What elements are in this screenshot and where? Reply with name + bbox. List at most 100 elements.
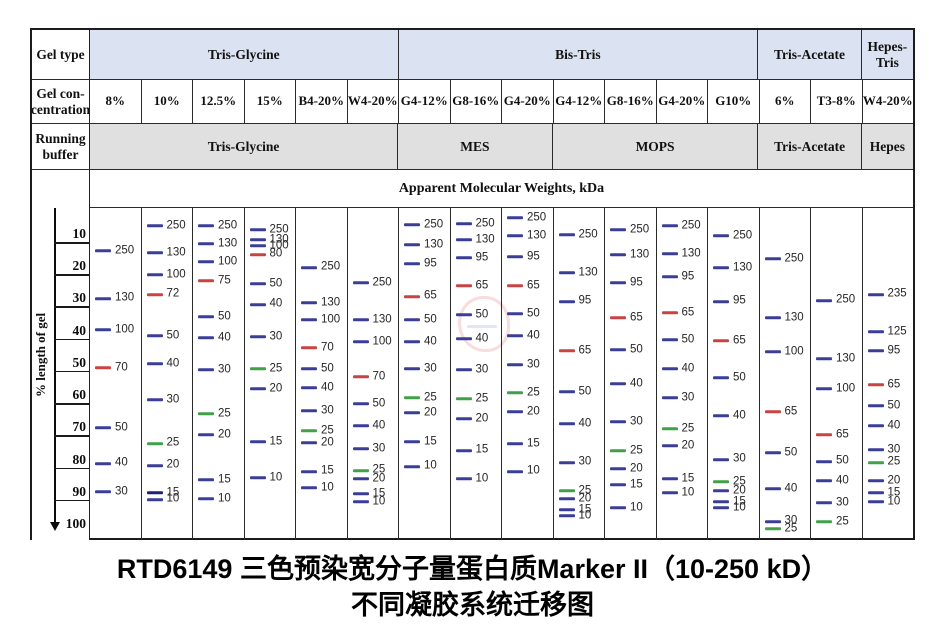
band-dash bbox=[146, 251, 163, 255]
band-kda-label: 20 bbox=[218, 428, 231, 440]
band-dash bbox=[198, 336, 214, 340]
band-dash bbox=[507, 216, 523, 220]
band-dash bbox=[507, 284, 523, 288]
band-dash bbox=[404, 340, 420, 344]
band-dash bbox=[352, 492, 369, 496]
band-dash bbox=[404, 223, 420, 227]
band-40kda: 40 bbox=[296, 382, 347, 394]
band-75kda: 75 bbox=[193, 274, 244, 287]
band-15kda: 15 bbox=[348, 488, 399, 500]
band-30kda: 30 bbox=[193, 364, 244, 376]
band-dash bbox=[558, 508, 575, 512]
band-dash bbox=[455, 448, 472, 452]
band-kda-label: 20 bbox=[166, 458, 180, 471]
band-dash bbox=[249, 335, 266, 339]
band-dash bbox=[249, 387, 266, 391]
band-dash bbox=[455, 368, 472, 372]
band-kda-label: 80 bbox=[269, 247, 283, 260]
band-10kda: 10 bbox=[657, 487, 708, 499]
band-dash bbox=[146, 497, 163, 501]
band-20kda: 20 bbox=[605, 462, 656, 475]
band-95kda: 95 bbox=[657, 270, 708, 283]
band-30kda: 30 bbox=[451, 364, 502, 376]
band-25kda: 25 bbox=[451, 393, 502, 405]
band-kda-label: 40 bbox=[733, 409, 746, 422]
lane-1-tris-glycine-8: 250 130 100 70 50 40 30 bbox=[90, 208, 142, 540]
band-dash bbox=[455, 238, 472, 242]
band-15kda: 15 bbox=[399, 435, 450, 448]
band-40kda: 40 bbox=[348, 420, 399, 432]
band-kda-label: 20 bbox=[269, 382, 283, 395]
band-dash bbox=[558, 233, 575, 237]
band-dash bbox=[146, 362, 163, 366]
band-dash bbox=[455, 397, 472, 401]
band-dash bbox=[507, 255, 523, 259]
band-kda-label: 10 bbox=[269, 471, 283, 484]
concentration-cell-7: G4-12% bbox=[399, 80, 451, 123]
band-dash bbox=[404, 318, 420, 322]
band-95kda: 95 bbox=[554, 295, 605, 308]
band-kda-label: 30 bbox=[218, 363, 231, 376]
band-25kda: 25 bbox=[605, 444, 656, 457]
band-dash bbox=[558, 497, 575, 501]
lane-6-tris-glycine-w4-20: 250 130 100 70 50 40 30 25 20 15 10 bbox=[348, 208, 399, 540]
y-tick-line-20 bbox=[54, 274, 89, 276]
band-100kda: 100 bbox=[90, 324, 141, 336]
band-dash bbox=[404, 464, 420, 468]
band-20kda: 20 bbox=[348, 473, 399, 485]
band-dash bbox=[661, 338, 678, 342]
band-kda-label: 25 bbox=[887, 455, 901, 468]
band-dash bbox=[404, 262, 420, 266]
band-dash bbox=[713, 266, 729, 270]
band-kda-label: 72 bbox=[166, 287, 180, 300]
band-dash bbox=[610, 420, 626, 424]
band-kda-label: 250 bbox=[836, 293, 856, 306]
row-header-running-buffer: Running buffer bbox=[32, 124, 90, 169]
band-kda-label: 100 bbox=[784, 345, 804, 358]
band-40kda: 40 bbox=[245, 298, 296, 311]
row-header-gel-concentration: Gel con- centration bbox=[31, 80, 90, 123]
band-30kda: 30 bbox=[760, 515, 811, 528]
band-kda-label: 30 bbox=[269, 330, 283, 343]
band-dash bbox=[404, 367, 420, 371]
band-65kda: 65 bbox=[399, 290, 450, 303]
band-kda-label: 20 bbox=[887, 474, 901, 487]
band-dash bbox=[95, 461, 111, 465]
band-40kda: 40 bbox=[554, 418, 605, 430]
plot-area: Apparent Molecular Weights, kDa 250 130 10… bbox=[90, 170, 913, 540]
concentration-cell-12: G4-20% bbox=[656, 80, 708, 123]
lane-9-mes-g4-20: 250 130 95 65 50 40 30 25 20 15 10 bbox=[502, 208, 554, 540]
band-dash bbox=[352, 281, 369, 285]
band-dash bbox=[198, 260, 214, 264]
band-dash bbox=[146, 441, 163, 445]
band-kda-label: 50 bbox=[527, 307, 540, 320]
y-axis: % length of gel 10 20 30 40 50 60 70 80 90 100 bbox=[32, 170, 90, 540]
band-kda-label: 20 bbox=[681, 438, 695, 451]
band-15kda: 15 bbox=[296, 465, 347, 478]
band-kda-label: 15 bbox=[733, 495, 746, 508]
band-kda-label: 250 bbox=[630, 223, 650, 236]
y-tick-label-10: 10 bbox=[72, 226, 87, 241]
band-dash bbox=[764, 350, 781, 354]
band-kda-label: 40 bbox=[475, 332, 489, 345]
band-15kda: 15 bbox=[142, 487, 193, 499]
band-kda-label: 30 bbox=[836, 496, 849, 509]
band-70kda: 70 bbox=[296, 342, 347, 354]
band-30kda: 30 bbox=[142, 394, 193, 406]
band-kda-label: 30 bbox=[166, 393, 180, 406]
band-40kda: 40 bbox=[811, 475, 862, 487]
band-kda-label: 40 bbox=[887, 419, 901, 432]
band-dash bbox=[610, 253, 626, 257]
band-dash bbox=[455, 313, 472, 317]
band-kda-label: 20 bbox=[475, 412, 489, 425]
band-kda-label: 65 bbox=[836, 428, 849, 440]
band-130kda: 130 bbox=[605, 249, 656, 261]
band-kda-label: 50 bbox=[218, 310, 231, 323]
band-250kda: 250 bbox=[399, 219, 450, 231]
band-kda-label: 50 bbox=[578, 385, 592, 398]
band-dash bbox=[301, 486, 317, 490]
band-dash bbox=[816, 479, 832, 483]
band-dash bbox=[455, 337, 472, 341]
band-15kda: 15 bbox=[605, 479, 656, 491]
band-40kda: 40 bbox=[502, 330, 553, 342]
